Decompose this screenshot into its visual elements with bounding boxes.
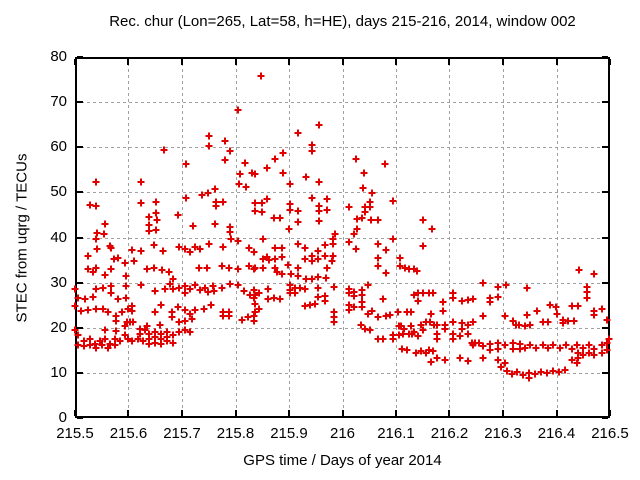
x-tick-label: 215.8 (216, 425, 255, 442)
y-tick-label: 60 (50, 138, 67, 156)
y-tick-label: 30 (50, 273, 67, 291)
scatter-points (71, 72, 613, 382)
x-tick-label: 215.5 (56, 425, 94, 442)
grid-lines (75, 57, 610, 418)
x-tick-label: 216.3 (484, 425, 522, 442)
x-tick-label: 215.9 (270, 425, 308, 442)
x-tick-label: 216.5 (591, 425, 629, 442)
x-tick-label: 216 (329, 425, 356, 442)
x-axis-label: GPS time / Days of year 2014 (243, 452, 442, 469)
y-tick-label: 50 (50, 183, 67, 201)
chart-title: Rec. chur (Lon=265, Lat=58, h=HE), days … (109, 13, 576, 30)
y-tick-label: 20 (50, 318, 67, 336)
y-tick-label: 70 (50, 93, 67, 111)
x-tick-label: 215.6 (109, 425, 148, 442)
y-tick-label: 80 (50, 48, 67, 65)
y-tick-label: 0 (58, 409, 67, 426)
x-tick-label: 216.4 (537, 425, 576, 442)
plot-area (71, 56, 613, 419)
y-tick-label: 10 (50, 363, 67, 381)
axis-ticks (74, 56, 611, 419)
plot-border (75, 57, 610, 418)
x-tick-label: 215.7 (163, 425, 201, 442)
x-tick-label: 216.2 (430, 425, 469, 442)
x-tick-label: 216.1 (377, 425, 415, 442)
y-tick-label: 40 (50, 228, 67, 246)
